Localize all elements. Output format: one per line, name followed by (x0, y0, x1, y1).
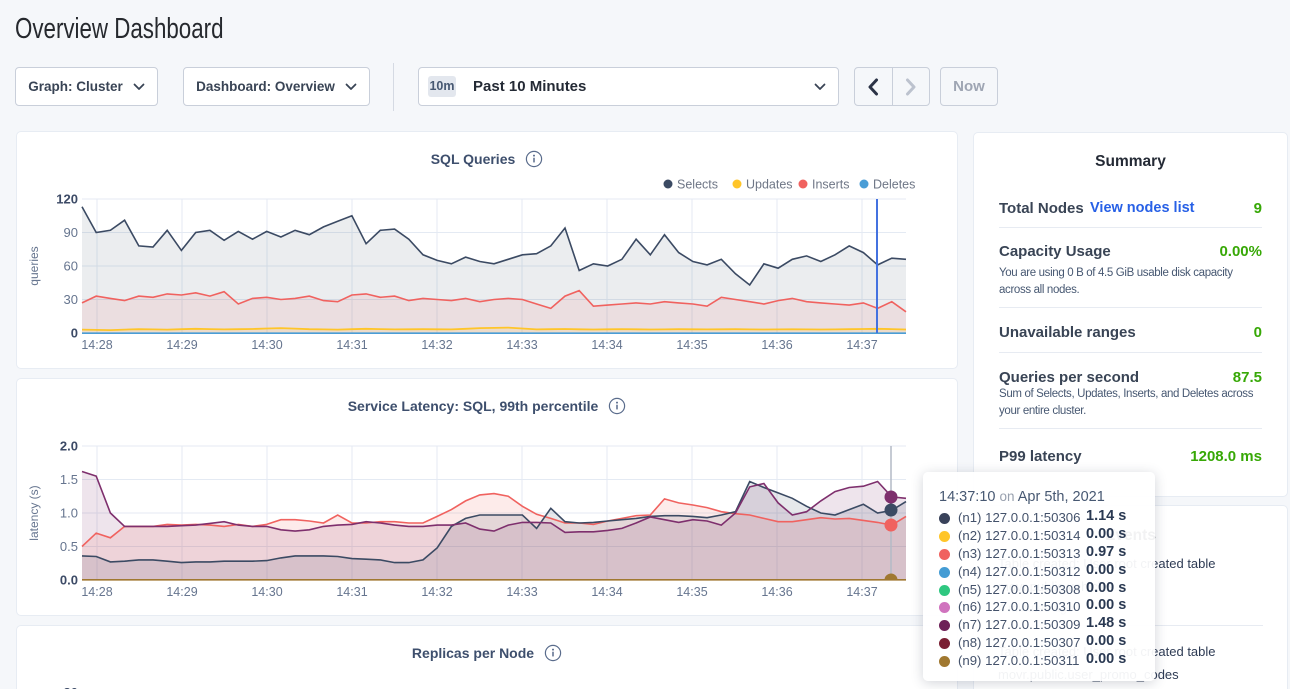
svg-text:14:29: 14:29 (166, 338, 197, 352)
svg-text:14:35: 14:35 (676, 338, 707, 352)
svg-text:0: 0 (71, 326, 78, 341)
svg-text:14:36: 14:36 (761, 585, 792, 599)
svg-text:latency (s): latency (s) (27, 485, 41, 540)
svg-text:14:30: 14:30 (251, 585, 282, 599)
svg-text:14:32: 14:32 (421, 338, 452, 352)
svg-text:Updates: Updates (746, 178, 793, 192)
svg-text:30: 30 (64, 685, 78, 689)
svg-text:30: 30 (64, 292, 78, 307)
svg-text:14:37: 14:37 (846, 585, 877, 599)
svg-text:1.0: 1.0 (60, 506, 78, 521)
svg-text:queries: queries (27, 246, 41, 285)
svg-text:Inserts: Inserts (812, 178, 850, 192)
svg-text:14:34: 14:34 (591, 585, 622, 599)
svg-text:14:35: 14:35 (676, 585, 707, 599)
svg-text:14:31: 14:31 (336, 585, 367, 599)
svg-text:0.5: 0.5 (60, 539, 78, 554)
svg-text:14:33: 14:33 (506, 338, 537, 352)
svg-text:14:34: 14:34 (591, 338, 622, 352)
svg-text:14:33: 14:33 (506, 585, 537, 599)
svg-text:14:28: 14:28 (81, 585, 112, 599)
svg-text:2.0: 2.0 (60, 439, 78, 454)
svg-text:120: 120 (56, 192, 78, 207)
svg-text:0.0: 0.0 (60, 573, 78, 588)
svg-text:14:29: 14:29 (166, 585, 197, 599)
svg-text:90: 90 (64, 225, 78, 240)
svg-text:60: 60 (64, 259, 78, 274)
svg-text:14:37: 14:37 (846, 338, 877, 352)
svg-text:Deletes: Deletes (873, 178, 915, 192)
svg-text:14:36: 14:36 (761, 338, 792, 352)
svg-text:Selects: Selects (677, 178, 718, 192)
svg-text:14:30: 14:30 (251, 338, 282, 352)
svg-text:14:32: 14:32 (421, 585, 452, 599)
svg-text:14:31: 14:31 (336, 338, 367, 352)
svg-text:14:28: 14:28 (81, 338, 112, 352)
svg-text:1.5: 1.5 (60, 472, 78, 487)
